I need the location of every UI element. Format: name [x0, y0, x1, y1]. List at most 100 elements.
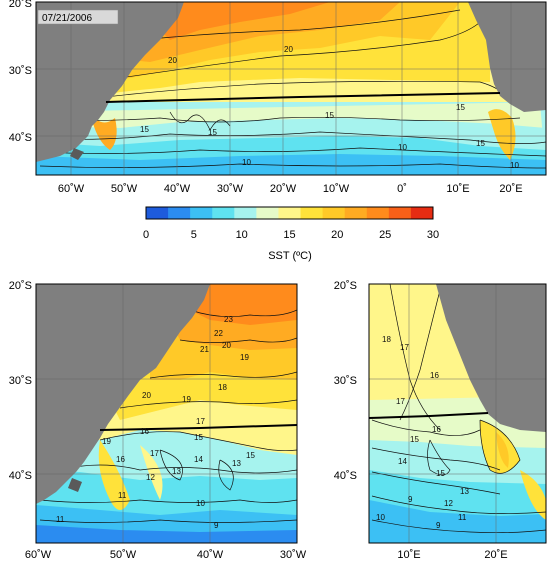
- lon-label: 30˚W: [280, 549, 307, 561]
- lon-label: 50˚W: [110, 549, 137, 561]
- colorbar-frame: [145, 206, 434, 220]
- contour-label: 10: [510, 161, 519, 170]
- contour-label: 15: [410, 435, 419, 444]
- colorbar: 0 5 10 15 20 25 30 SST (ºC): [143, 206, 439, 262]
- colorbar-cell: [168, 207, 191, 219]
- lon-label: 30˚W: [217, 183, 244, 195]
- sst-band: [160, 2, 330, 40]
- contour-label: 9: [214, 521, 219, 530]
- colorbar-cell: [212, 207, 235, 219]
- left-lon-labels: 60˚W 50˚W 40˚W 30˚W: [25, 549, 307, 561]
- contour-label: 16: [140, 427, 149, 436]
- lat-label: 20˚S: [9, 280, 32, 292]
- sst-band: [488, 109, 516, 160]
- colorbar-cell: [366, 207, 390, 219]
- lon-label: 20˚E: [484, 549, 507, 561]
- top-map: 07/21/2006 20 20 15 15 15 15 15 10 10 10…: [9, 0, 547, 195]
- date-box: [37, 9, 119, 25]
- left-graticule: [36, 284, 297, 543]
- colorbar-cell: [256, 207, 279, 219]
- transect-line: [369, 412, 489, 419]
- right-contours: [371, 284, 546, 534]
- contour-label: 18: [382, 335, 391, 344]
- right-contour-labels: 18 17 16 17 15 16 14 15 13 12 11 10 9 9: [376, 335, 469, 530]
- contour-label: 12: [146, 473, 155, 482]
- colorbar-cell: [410, 207, 434, 219]
- contour-label: 19: [182, 395, 191, 404]
- sst-band: [36, 525, 297, 543]
- colorbar-tick: 10: [236, 229, 248, 241]
- contour-label: 15: [325, 111, 334, 120]
- contour-label: 21: [200, 345, 209, 354]
- africa-land: [436, 284, 546, 432]
- contour-label: 15: [436, 469, 445, 478]
- contour-label: 15: [194, 433, 203, 442]
- colorbar-cell: [300, 207, 324, 219]
- colorbar-cell: [234, 207, 257, 219]
- lat-label: 40˚S: [9, 132, 32, 144]
- contour-label: 19: [240, 353, 249, 362]
- lon-label: 40˚W: [197, 549, 224, 561]
- contour-label: 15: [456, 103, 465, 112]
- colorbar-cell: [388, 207, 412, 219]
- top-lat-labels: 20˚S 30˚S 40˚S: [9, 0, 32, 144]
- sst-band: [36, 154, 546, 175]
- contour-label: 13: [232, 459, 241, 468]
- left-map-frame: [35, 283, 298, 544]
- contour-label: 11: [56, 515, 65, 524]
- lon-label: 10˚W: [323, 183, 350, 195]
- contour-label: 20: [284, 45, 293, 54]
- lon-label: 10˚E: [446, 183, 469, 195]
- colorbar-tick: 0: [143, 229, 149, 241]
- contour-label: 22: [214, 329, 223, 338]
- lon-label: 20˚E: [499, 183, 522, 195]
- sst-band: [369, 500, 546, 543]
- lat-label: 40˚S: [334, 470, 357, 482]
- top-contour-labels: 20 20 15 15 15 15 15 10 10 10: [140, 45, 519, 170]
- colorbar-tick: 30: [427, 229, 439, 241]
- lat-label: 40˚S: [9, 470, 32, 482]
- contour-label: 15: [140, 125, 149, 134]
- africa-land: [468, 2, 546, 112]
- lat-label: 20˚S: [334, 280, 357, 292]
- colorbar-tick: 20: [331, 229, 343, 241]
- colorbar-cell: [344, 207, 368, 219]
- contour-label: 20: [142, 391, 151, 400]
- contour-label: 19: [102, 437, 111, 446]
- island-land: [68, 478, 82, 492]
- contour-label: 14: [194, 455, 203, 464]
- lon-label: 40˚W: [164, 183, 191, 195]
- lon-label: 10˚E: [397, 549, 420, 561]
- colorbar-cell: [322, 207, 346, 219]
- lat-label: 20˚S: [9, 0, 32, 10]
- contour-label: 17: [396, 397, 405, 406]
- date-label: 07/21/2006: [42, 13, 92, 24]
- sst-band: [98, 440, 130, 510]
- contour-label: 18: [218, 383, 227, 392]
- south-america-land: [36, 2, 184, 162]
- contour-label: 16: [430, 371, 439, 380]
- contour-label: 11: [458, 513, 467, 522]
- left-map: 23 22 21 20 19 19 18 20 17 16 19 15 16 1…: [9, 280, 307, 561]
- contour-label: 15: [246, 451, 255, 460]
- top-contours: [39, 9, 546, 169]
- top-map-frame: [35, 1, 547, 176]
- colorbar-tick: 15: [283, 229, 295, 241]
- lon-label: 50˚W: [111, 183, 138, 195]
- lon-label: 60˚W: [25, 549, 52, 561]
- colorbar-cell: [190, 207, 213, 219]
- contour-label: 17: [196, 417, 205, 426]
- colorbar-cells: [146, 207, 434, 219]
- colorbar-cell: [278, 207, 302, 219]
- contour-label: 10: [376, 513, 385, 522]
- contour-label: 12: [444, 499, 453, 508]
- sst-band: [140, 445, 163, 500]
- left-contours: [39, 309, 297, 523]
- right-lon-labels: 10˚E 20˚E: [397, 549, 507, 561]
- contour-label: 23: [224, 315, 233, 324]
- contour-label: 10: [196, 499, 205, 508]
- right-map: 18 17 16 17 15 16 14 15 13 12 11 10 9 9 …: [334, 280, 547, 561]
- colorbar-tick: 25: [379, 229, 391, 241]
- contour-label: 14: [398, 457, 407, 466]
